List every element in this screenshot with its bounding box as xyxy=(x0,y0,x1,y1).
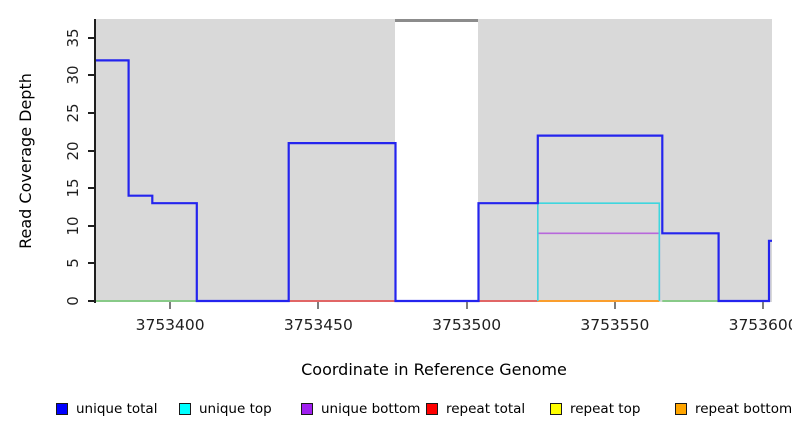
x-axis-title: Coordinate in Reference Genome xyxy=(301,360,567,379)
legend-swatch-icon xyxy=(56,403,68,415)
series-line-unique-bottom xyxy=(536,232,661,301)
x-tick-label: 3753450 xyxy=(283,316,353,334)
legend: unique total unique top unique bottom repea… xyxy=(0,400,792,422)
x-tick xyxy=(613,302,616,309)
legend-item: unique top xyxy=(179,400,272,418)
y-tick-label: 25 xyxy=(64,103,82,123)
legend-swatch-icon xyxy=(179,403,191,415)
y-tick xyxy=(88,149,95,152)
y-tick xyxy=(88,36,95,39)
y-tick-label: 10 xyxy=(64,216,82,236)
legend-item: repeat total xyxy=(426,400,525,418)
legend-swatch-icon xyxy=(426,403,438,415)
x-tick-label: 3753550 xyxy=(580,316,650,334)
y-tick-label: 20 xyxy=(64,141,82,161)
legend-item: unique bottom xyxy=(301,400,420,418)
legend-item: repeat bottom xyxy=(675,400,792,418)
legend-swatch-icon xyxy=(550,403,562,415)
legend-label: repeat total xyxy=(446,401,526,417)
x-tick xyxy=(169,302,172,309)
x-tick xyxy=(465,302,468,309)
y-tick xyxy=(88,224,95,227)
x-tick-label: 3753400 xyxy=(135,316,205,334)
legend-label: unique top xyxy=(199,401,272,417)
legend-label: unique bottom xyxy=(321,401,421,417)
y-tick xyxy=(88,262,95,265)
legend-label: repeat bottom xyxy=(695,401,792,417)
x-tick xyxy=(762,302,765,309)
y-tick xyxy=(88,74,95,77)
legend-swatch-icon xyxy=(301,403,313,415)
legend-label: unique total xyxy=(76,401,158,417)
gap-region xyxy=(395,19,479,302)
x-tick-label: 3753600 xyxy=(728,316,792,334)
legend-item: repeat top xyxy=(550,400,640,418)
y-tick xyxy=(88,187,95,190)
plot-area xyxy=(96,19,772,303)
y-tick-label: 0 xyxy=(64,296,82,306)
x-tick-label: 3753500 xyxy=(432,316,502,334)
legend-swatch-icon xyxy=(675,403,687,415)
y-axis-title: Read Coverage Depth xyxy=(16,73,35,249)
legend-label: repeat top xyxy=(570,401,641,417)
y-axis-line xyxy=(94,19,96,303)
series-canvas xyxy=(96,59,772,303)
series-line-unique-total xyxy=(96,59,772,303)
x-tick xyxy=(317,302,320,309)
y-tick-label: 35 xyxy=(64,28,82,48)
legend-item: unique total xyxy=(56,400,157,418)
y-tick xyxy=(88,112,95,114)
y-tick xyxy=(88,300,95,302)
series-line-unique-top xyxy=(536,202,661,301)
